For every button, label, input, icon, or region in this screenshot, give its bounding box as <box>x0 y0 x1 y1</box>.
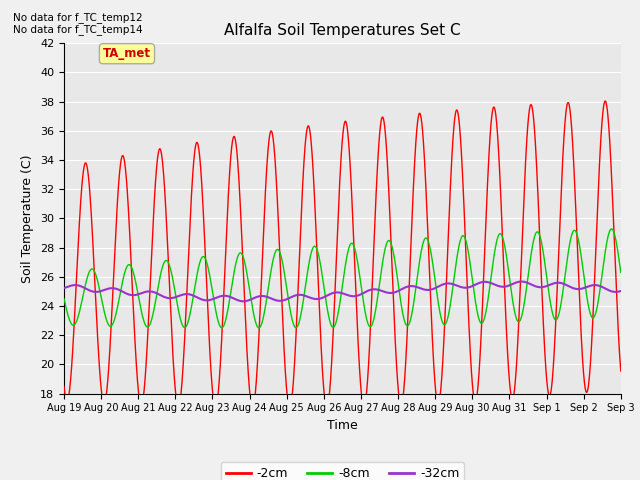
Y-axis label: Soil Temperature (C): Soil Temperature (C) <box>22 154 35 283</box>
X-axis label: Time: Time <box>327 419 358 432</box>
Legend: -2cm, -8cm, -32cm: -2cm, -8cm, -32cm <box>221 462 464 480</box>
Text: TA_met: TA_met <box>103 47 151 60</box>
Title: Alfalfa Soil Temperatures Set C: Alfalfa Soil Temperatures Set C <box>224 23 461 38</box>
Text: No data for f_TC_temp12: No data for f_TC_temp12 <box>13 12 143 23</box>
Text: No data for f_TC_temp14: No data for f_TC_temp14 <box>13 24 143 35</box>
